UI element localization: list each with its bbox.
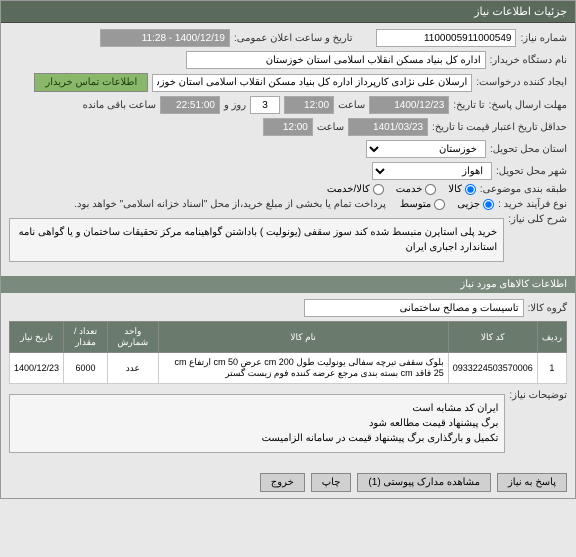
radio-service-label: خدمت	[396, 184, 423, 195]
radio-partial-label: جزیی	[457, 199, 480, 210]
deadline-date	[369, 96, 449, 114]
cell-date: 1400/12/23	[10, 353, 64, 384]
cell-unit: عدد	[108, 353, 159, 384]
items-title: اطلاعات کالاهای مورد نیاز	[460, 279, 567, 290]
days-label: روز و	[224, 100, 246, 111]
radio-both[interactable]	[373, 184, 384, 195]
radio-goods-label: کالا	[448, 184, 462, 195]
need-number-input[interactable]	[376, 29, 516, 47]
col-name: نام کالا	[158, 322, 448, 353]
radio-medium-label: متوسط	[400, 199, 431, 210]
province-label: استان محل تحویل:	[490, 144, 567, 155]
process-label: نوع فرآیند خرید :	[498, 199, 567, 210]
radio-service[interactable]	[425, 184, 436, 195]
group-label: گروه کالا:	[528, 303, 567, 314]
validity-time-label: ساعت	[317, 122, 344, 133]
notes-box: ایران کد مشابه است برگ پیشنهاد قیمت مطال…	[9, 394, 505, 453]
col-qty: تعداد / مقدار	[64, 322, 108, 353]
countdown	[160, 96, 220, 114]
reply-button[interactable]: پاسخ به نیاز	[497, 473, 567, 492]
cell-qty: 6000	[64, 353, 108, 384]
city-label: شهر محل تحویل:	[496, 166, 567, 177]
main-header: جزئیات اطلاعات نیاز	[1, 1, 575, 23]
buyer-input[interactable]	[186, 51, 486, 69]
desc-box: خرید پلی استایرن منبسط شده کند سوز سقفی …	[9, 218, 504, 262]
need-number-label: شماره نیاز:	[520, 33, 567, 44]
until-label: تا تاریخ:	[453, 100, 484, 111]
payment-note: پرداخت تمام یا بخشی از مبلغ خرید،از محل …	[74, 199, 386, 210]
col-row: ردیف	[537, 322, 566, 353]
validity-date	[348, 118, 428, 136]
radio-goods[interactable]	[465, 184, 476, 195]
validity-time	[263, 118, 313, 136]
table-row: 1 0933224503570006 بلوک سقفی تیرچه سفالی…	[10, 353, 567, 384]
province-select[interactable]: خوزستان	[366, 140, 486, 158]
col-code: کد کالا	[448, 322, 537, 353]
group-input[interactable]	[304, 299, 524, 317]
creator-input[interactable]	[152, 74, 472, 92]
days-value	[250, 96, 280, 114]
city-select[interactable]: اهواز	[372, 162, 492, 180]
buyer-label: نام دستگاه خریدار:	[490, 55, 567, 66]
attachments-button[interactable]: مشاهده مدارک پیوستی (1)	[357, 473, 491, 492]
exit-button[interactable]: خروج	[260, 473, 305, 492]
deadline-label: مهلت ارسال پاسخ:	[489, 100, 567, 111]
cell-name: بلوک سقفی تیرچه سفالی یونولیت طول cm 200…	[158, 353, 448, 384]
col-date: تاریخ نیاز	[10, 322, 64, 353]
remaining-label: ساعت باقی مانده	[83, 100, 156, 111]
validity-label: حداقل تاریخ اعتبار قیمت تا تاریخ:	[432, 122, 567, 133]
announce-label: تاریخ و ساعت اعلان عمومی:	[234, 33, 353, 44]
notes-label: توضیحات نیاز:	[509, 390, 567, 401]
col-unit: واحد شمارش	[108, 322, 159, 353]
deadline-time	[284, 96, 334, 114]
items-table: ردیف کد کالا نام کالا واحد شمارش تعداد /…	[9, 321, 567, 384]
radio-medium[interactable]	[434, 199, 445, 210]
contact-button[interactable]: اطلاعات تماس خریدار	[34, 73, 148, 92]
cell-code: 0933224503570006	[448, 353, 537, 384]
desc-label: شرح کلی نیاز:	[508, 214, 567, 225]
header-title: جزئیات اطلاعات نیاز	[474, 6, 567, 18]
classification-label: طبقه بندی موضوعی:	[480, 184, 567, 195]
items-subheader: اطلاعات کالاهای مورد نیاز	[1, 276, 575, 293]
radio-partial[interactable]	[483, 199, 494, 210]
print-button[interactable]: چاپ	[311, 473, 352, 492]
cell-row: 1	[537, 353, 566, 384]
deadline-time-label: ساعت	[338, 100, 365, 111]
announce-input	[100, 29, 230, 47]
radio-both-label: کالا/خدمت	[327, 184, 370, 195]
creator-label: ایجاد کننده درخواست:	[476, 77, 567, 88]
